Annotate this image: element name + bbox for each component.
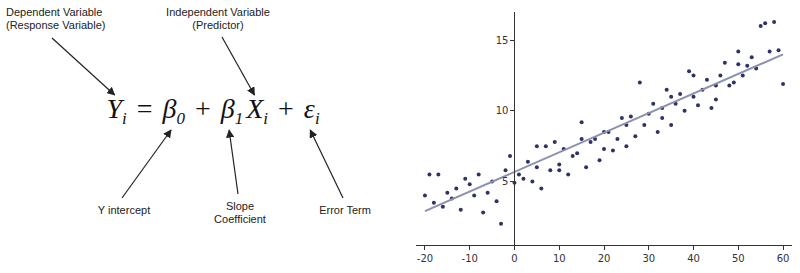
svg-text:0: 0 <box>511 253 517 264</box>
svg-text:εi: εi <box>304 93 320 128</box>
svg-text:Dependent Variable(Response Va: Dependent Variable(Response Variable) <box>6 6 105 31</box>
svg-text:10: 10 <box>553 253 566 264</box>
svg-text:β0: β0 <box>161 93 185 128</box>
svg-text:-10: -10 <box>462 253 478 264</box>
svg-text:15: 15 <box>496 35 509 46</box>
svg-text:Independent Variable(Predictor: Independent Variable(Predictor) <box>166 6 270 31</box>
svg-text:+: + <box>278 93 294 124</box>
svg-text:Xi: Xi <box>245 93 268 128</box>
svg-text:50: 50 <box>732 253 745 264</box>
svg-text:+: + <box>195 93 211 124</box>
svg-text:40: 40 <box>687 253 700 264</box>
svg-text:60: 60 <box>777 253 790 264</box>
svg-text:10: 10 <box>496 105 509 116</box>
svg-text:30: 30 <box>642 253 655 264</box>
svg-text:SlopeCoefficient: SlopeCoefficient <box>214 200 266 225</box>
svg-text:-20: -20 <box>417 253 433 264</box>
svg-text:=: = <box>137 93 153 124</box>
svg-text:Y intercept: Y intercept <box>98 204 150 216</box>
svg-text:20: 20 <box>598 253 611 264</box>
svg-text:β1: β1 <box>220 93 243 128</box>
svg-text:Yi: Yi <box>106 93 127 128</box>
svg-text:5: 5 <box>502 176 508 187</box>
svg-text:Error Term: Error Term <box>319 204 371 216</box>
